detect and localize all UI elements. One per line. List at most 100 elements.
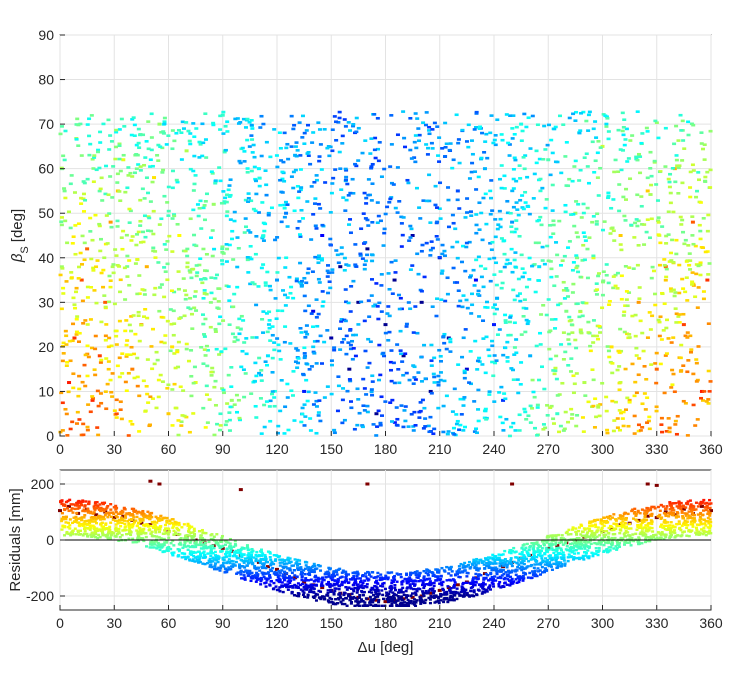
scatter-point <box>549 267 554 271</box>
scatter-point <box>413 570 417 574</box>
scatter-point <box>299 279 304 283</box>
scatter-point <box>277 349 282 353</box>
scatter-point <box>576 552 580 555</box>
scatter-point <box>127 323 132 327</box>
scatter-point <box>610 528 614 532</box>
scatter-point <box>639 141 644 145</box>
scatter-point <box>701 216 706 220</box>
scatter-point <box>352 589 356 593</box>
scatter-point <box>340 341 345 344</box>
scatter-point <box>268 556 272 559</box>
scatter-point <box>397 200 402 203</box>
scatter-point <box>230 332 235 336</box>
scatter-point <box>80 299 85 303</box>
scatter-point <box>305 332 310 336</box>
scatter-point <box>621 195 626 199</box>
scatter-point <box>656 219 661 223</box>
scatter-point <box>483 591 487 594</box>
scatter-point <box>430 128 435 131</box>
scatter-point <box>276 256 281 260</box>
scatter-point <box>113 248 118 251</box>
scatter-point <box>441 335 446 338</box>
scatter-point <box>403 405 408 408</box>
scatter-point <box>446 198 451 202</box>
scatter-point <box>129 315 134 318</box>
scatter-point <box>569 357 574 360</box>
scatter-point <box>145 316 150 320</box>
scatter-point <box>389 114 394 117</box>
scatter-point <box>311 350 316 354</box>
scatter-point <box>455 256 460 260</box>
scatter-point <box>353 263 358 267</box>
scatter-point <box>663 533 667 536</box>
scatter-point <box>131 524 135 528</box>
scatter-point <box>532 556 536 559</box>
scatter-point <box>666 233 671 236</box>
scatter-point <box>282 576 286 580</box>
scatter-point <box>302 424 307 427</box>
scatter-point <box>242 150 247 153</box>
scatter-point <box>526 551 530 555</box>
scatter-point <box>255 578 259 581</box>
scatter-point <box>432 584 436 588</box>
scatter-point <box>645 482 650 486</box>
scatter-point <box>657 334 662 338</box>
scatter-point <box>75 410 80 414</box>
scatter-point <box>264 140 269 144</box>
scatter-point <box>476 574 480 578</box>
scatter-point <box>326 291 331 295</box>
scatter-point <box>344 300 349 304</box>
scatter-point <box>242 570 246 574</box>
scatter-point <box>690 271 695 274</box>
scatter-point <box>533 563 537 566</box>
scatter-point <box>618 148 623 151</box>
scatter-point <box>295 226 300 230</box>
scatter-point <box>408 148 413 152</box>
scatter-point <box>474 563 478 567</box>
scatter-point <box>246 229 251 232</box>
scatter-point <box>591 319 596 322</box>
scatter-point <box>524 307 529 310</box>
scatter-point <box>469 312 474 315</box>
scatter-point <box>653 292 658 296</box>
scatter-point <box>175 350 180 354</box>
scatter-point <box>645 514 650 518</box>
scatter-point <box>517 559 521 562</box>
scatter-point <box>699 396 704 400</box>
scatter-point <box>664 234 669 238</box>
scatter-point <box>117 265 122 268</box>
scatter-point <box>141 240 146 244</box>
y-tick-label: 30 <box>38 294 54 310</box>
scatter-point <box>126 519 130 523</box>
scatter-point <box>215 422 220 426</box>
scatter-point <box>630 362 635 366</box>
scatter-point <box>672 142 677 146</box>
scatter-point <box>521 579 525 582</box>
scatter-point <box>519 122 524 126</box>
scatter-point <box>492 323 496 327</box>
scatter-point <box>112 409 117 412</box>
scatter-point <box>623 534 627 538</box>
scatter-point <box>298 559 302 562</box>
scatter-point <box>144 384 149 388</box>
scatter-point <box>512 353 517 356</box>
scatter-point <box>390 398 395 402</box>
scatter-point <box>203 317 208 321</box>
scatter-point <box>112 302 117 306</box>
scatter-point <box>660 292 665 296</box>
scatter-point <box>191 208 196 212</box>
scatter-point <box>304 577 308 580</box>
scatter-point <box>585 247 590 251</box>
scatter-point <box>117 190 122 193</box>
scatter-point <box>574 530 578 534</box>
scatter-point <box>549 404 554 408</box>
scatter-point <box>634 155 639 159</box>
scatter-point <box>354 265 359 268</box>
scatter-point <box>694 380 699 383</box>
scatter-point <box>134 509 138 512</box>
scatter-point <box>452 598 456 602</box>
scatter-point <box>143 409 148 413</box>
scatter-point <box>508 211 513 215</box>
scatter-point <box>527 278 532 281</box>
scatter-point <box>269 564 273 567</box>
